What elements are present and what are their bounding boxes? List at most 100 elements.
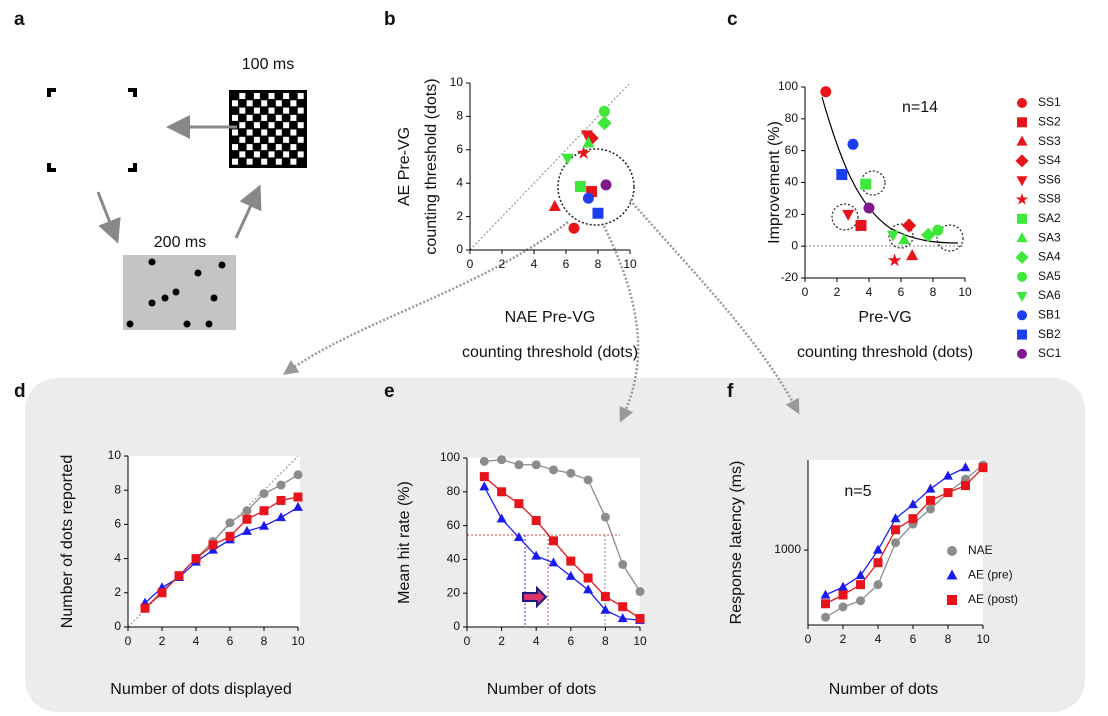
point (580, 130, 593, 142)
y-tick-label: 0 (456, 242, 463, 256)
point (600, 179, 612, 191)
checker-cell (246, 129, 253, 136)
legend-label: SB1 (1038, 307, 1061, 321)
legend-marker (1016, 292, 1028, 302)
series-line (825, 467, 984, 605)
x-tick-label: 0 (464, 634, 471, 648)
point (901, 218, 917, 233)
y-tick-label: -20 (781, 270, 799, 284)
point (855, 570, 866, 580)
point (574, 181, 586, 193)
y-axis-label: Response latency (ms) (728, 461, 745, 625)
x-tick-label: 0 (467, 257, 474, 271)
checker-cell (283, 122, 290, 129)
x-tick-label: 4 (866, 285, 873, 299)
legend-marker (947, 546, 957, 556)
checker-cell (261, 144, 268, 151)
y-axis-label: Improvement (%) (766, 121, 783, 244)
series-line (483, 486, 641, 621)
point (925, 483, 936, 493)
point (157, 588, 167, 598)
legend-label: SC1 (1038, 346, 1062, 360)
legend-label: NAE (968, 543, 993, 557)
y-tick-label: 10 (450, 75, 464, 89)
annotation: n=5 (844, 483, 871, 500)
point (838, 602, 848, 612)
y-axis-label: Mean hit rate (%) (396, 481, 413, 604)
x-axis-label: Pre-VG (858, 309, 911, 326)
checker-cell (239, 122, 246, 129)
x-tick-label: 0 (802, 285, 809, 299)
x-tick-label: 4 (533, 634, 540, 648)
checker-cell (246, 144, 253, 151)
y-tick-label: 0 (453, 619, 460, 633)
checker-cell (253, 107, 260, 114)
point (514, 460, 524, 470)
checker-cell (290, 144, 297, 151)
y-tick-label: 100 (440, 450, 460, 464)
point (586, 186, 598, 198)
point (821, 612, 830, 622)
x-tick-label: 10 (976, 632, 990, 646)
y-tick-label: 6 (114, 517, 121, 531)
y-tick-label: 8 (456, 109, 463, 123)
checker-cell (290, 100, 297, 107)
point (259, 506, 269, 516)
point (513, 532, 524, 542)
checker-cell (239, 93, 246, 99)
point (600, 604, 611, 614)
legend-marker (1015, 193, 1029, 205)
x-axis-label: counting threshold (dots) (462, 344, 638, 361)
point (820, 589, 831, 599)
point (561, 153, 574, 165)
series-line (144, 496, 299, 609)
legend-label: SS3 (1038, 134, 1061, 148)
point (860, 178, 872, 190)
x-axis-label: Number of dots displayed (110, 681, 291, 698)
checker-cell (283, 93, 290, 99)
point (225, 531, 235, 541)
point (932, 224, 944, 236)
checker-cell (268, 151, 275, 158)
series-line (825, 464, 984, 618)
x-tick-label: 0 (805, 632, 812, 646)
point (242, 514, 252, 524)
point (566, 468, 576, 478)
point (856, 596, 865, 606)
point (618, 602, 628, 612)
checker-cell (246, 114, 253, 121)
point (838, 590, 848, 600)
legend-marker (947, 595, 957, 605)
checker-cell (268, 93, 275, 99)
point (242, 525, 252, 535)
legend-marker (1015, 154, 1029, 168)
point (887, 253, 902, 267)
point (921, 227, 936, 243)
point (582, 136, 595, 148)
point (276, 512, 286, 522)
point (549, 465, 558, 475)
checker-cell (268, 107, 275, 114)
y-tick-label: 1000 (774, 542, 801, 556)
point (891, 525, 900, 535)
point (842, 209, 855, 221)
point (943, 470, 953, 480)
point (479, 481, 490, 491)
x-tick-label: 4 (531, 257, 538, 271)
point (635, 614, 645, 624)
x-tick-label: 10 (958, 285, 972, 299)
point (821, 599, 830, 609)
legend-marker (1016, 232, 1028, 243)
point (479, 472, 489, 482)
panel-label: f (727, 381, 734, 402)
point (531, 516, 541, 526)
point (242, 506, 252, 516)
point (549, 536, 558, 546)
fit-curve (821, 96, 959, 244)
y-tick-label: 40 (447, 552, 461, 566)
point (548, 557, 559, 567)
point (597, 115, 612, 131)
legend-label: SS4 (1038, 153, 1061, 167)
point (961, 481, 970, 491)
